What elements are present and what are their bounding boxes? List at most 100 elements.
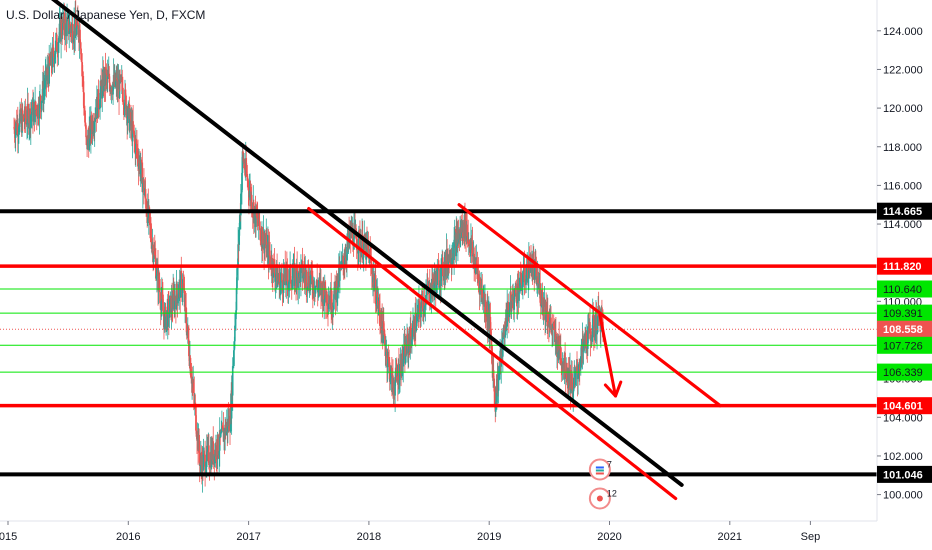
candle xyxy=(90,111,93,144)
candle xyxy=(162,282,164,312)
candle xyxy=(481,274,484,303)
candle xyxy=(263,229,266,260)
candle xyxy=(51,36,54,75)
candle xyxy=(215,439,218,472)
price-badge-label: 106.339 xyxy=(883,367,923,379)
candle xyxy=(408,326,411,358)
candle xyxy=(205,434,208,478)
candle xyxy=(484,293,487,329)
candle xyxy=(79,23,81,44)
candle xyxy=(483,291,486,323)
candle xyxy=(318,272,321,297)
candle xyxy=(323,299,326,320)
event-markers[interactable]: 7 12 xyxy=(588,458,617,510)
event-count: 7 xyxy=(607,459,612,469)
candle xyxy=(510,294,513,320)
candle xyxy=(455,216,458,266)
candle xyxy=(424,305,426,317)
candle xyxy=(287,281,290,304)
candle xyxy=(202,438,205,472)
candle xyxy=(71,15,74,50)
event-flag-icon[interactable]: 7 xyxy=(588,458,612,481)
candle xyxy=(505,302,507,331)
candle xyxy=(60,16,63,39)
candle xyxy=(122,76,124,105)
y-tick-label: 100.000 xyxy=(883,490,923,502)
candle xyxy=(127,100,130,119)
candle xyxy=(274,264,277,299)
candle xyxy=(256,202,259,231)
candle xyxy=(268,231,271,267)
candle xyxy=(136,130,138,159)
candle xyxy=(45,66,48,98)
candle xyxy=(330,272,333,324)
candle xyxy=(387,351,389,374)
candle xyxy=(515,279,518,307)
black-downtrend[interactable] xyxy=(44,0,684,487)
candle xyxy=(443,276,445,286)
candle xyxy=(166,294,169,340)
candle xyxy=(327,286,330,315)
candle xyxy=(17,126,20,154)
candle xyxy=(92,121,95,137)
candle xyxy=(395,357,398,383)
candle xyxy=(139,151,141,182)
candle xyxy=(54,53,56,59)
candle xyxy=(535,256,538,286)
candle xyxy=(188,324,190,362)
candle xyxy=(296,251,298,273)
candle xyxy=(372,268,374,297)
candle xyxy=(64,10,67,46)
candle xyxy=(221,410,223,433)
candle xyxy=(451,244,453,275)
red-channel-inner[interactable] xyxy=(457,203,722,408)
y-tick-label: 116.000 xyxy=(883,180,922,192)
candle xyxy=(37,96,40,125)
candle xyxy=(156,257,158,293)
candle xyxy=(199,461,202,475)
candle xyxy=(592,302,595,319)
projection-arrow xyxy=(598,313,623,398)
arrow-shaft[interactable] xyxy=(598,313,618,398)
time-axis[interactable]: 015 2016 2017 2018 2019 2020 2021 Sep xyxy=(0,520,877,543)
candle xyxy=(546,297,549,340)
candle xyxy=(165,316,167,336)
price-badge-label: 111.820 xyxy=(883,261,922,273)
price-badge-label: 108.558 xyxy=(883,324,923,336)
candle xyxy=(85,123,87,145)
candle xyxy=(272,258,275,283)
red-channel-outer[interactable] xyxy=(307,206,678,501)
candle xyxy=(467,219,470,247)
candle xyxy=(94,107,97,133)
candle xyxy=(58,7,61,43)
candle xyxy=(344,243,347,266)
candle xyxy=(100,68,102,87)
candle xyxy=(65,12,67,25)
candle xyxy=(246,164,249,188)
candle xyxy=(365,231,368,266)
candle xyxy=(234,313,236,349)
candle xyxy=(506,289,508,339)
candle xyxy=(410,311,412,354)
arrow-head xyxy=(603,380,623,398)
candle xyxy=(382,307,385,336)
candle xyxy=(42,72,45,113)
candle xyxy=(539,267,542,307)
candle xyxy=(44,59,47,97)
price-series xyxy=(13,0,604,493)
event-circle-icon[interactable]: 12 xyxy=(588,487,617,510)
candle xyxy=(193,376,196,410)
y-tick-label: 102.000 xyxy=(883,451,923,463)
candle xyxy=(92,112,94,139)
candle xyxy=(539,302,542,320)
price-badge-label: 107.726 xyxy=(883,340,923,352)
candle xyxy=(243,158,246,176)
candle xyxy=(123,99,125,120)
candle xyxy=(189,355,192,377)
candle xyxy=(30,99,33,126)
candle xyxy=(140,159,143,184)
candle xyxy=(407,330,410,368)
candle xyxy=(466,211,468,244)
